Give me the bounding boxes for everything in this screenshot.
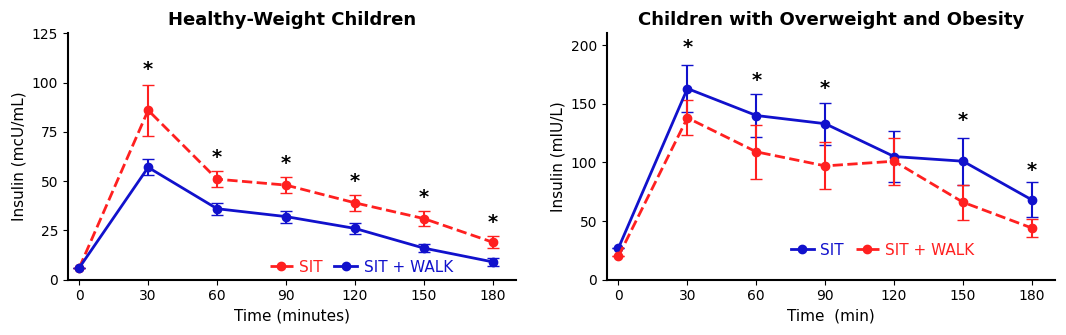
Legend: SIT, SIT + WALK: SIT, SIT + WALK xyxy=(785,237,981,264)
Y-axis label: Insulin (mcU/mL): Insulin (mcU/mL) xyxy=(11,92,26,221)
Text: *: * xyxy=(212,148,222,168)
Text: *: * xyxy=(820,79,830,98)
Text: *: * xyxy=(1027,161,1037,180)
Text: *: * xyxy=(281,154,291,173)
Text: *: * xyxy=(752,71,761,90)
Y-axis label: Insulin (mIU/L): Insulin (mIU/L) xyxy=(550,101,565,212)
Legend: SIT, SIT + WALK: SIT, SIT + WALK xyxy=(263,254,458,281)
X-axis label: Time (minutes): Time (minutes) xyxy=(233,309,350,324)
Text: *: * xyxy=(487,213,498,232)
X-axis label: Time  (min): Time (min) xyxy=(787,309,875,324)
Text: *: * xyxy=(350,172,360,191)
Title: Children with Overweight and Obesity: Children with Overweight and Obesity xyxy=(637,11,1024,29)
Text: *: * xyxy=(419,188,429,207)
Text: *: * xyxy=(958,111,968,130)
Text: *: * xyxy=(143,60,154,79)
Text: *: * xyxy=(682,38,693,57)
Title: Healthy-Weight Children: Healthy-Weight Children xyxy=(167,11,416,29)
